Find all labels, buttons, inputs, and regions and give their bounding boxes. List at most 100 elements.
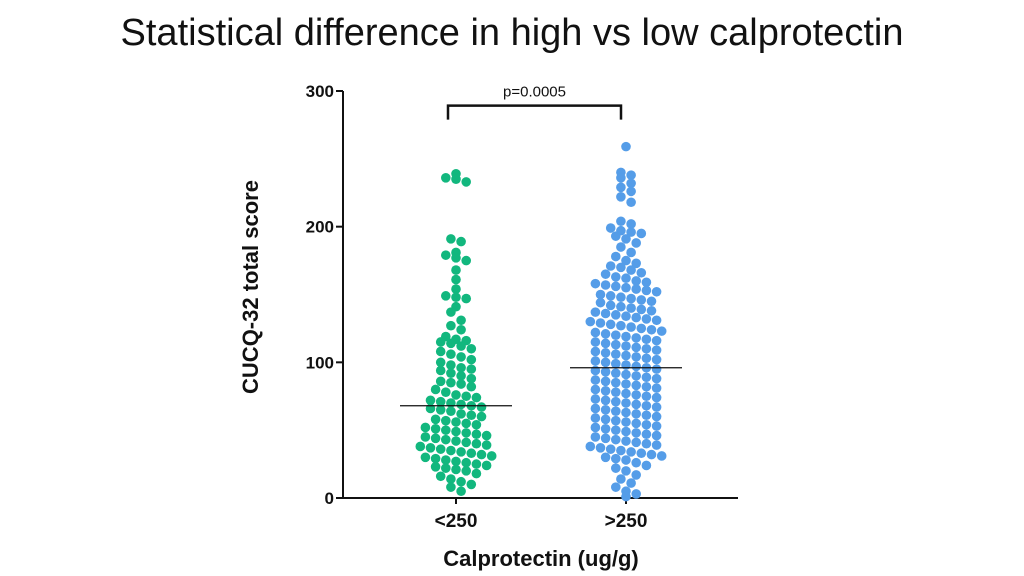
data-point [441, 425, 451, 435]
data-point [595, 318, 606, 328]
x-tick-label: >250 [605, 511, 648, 532]
data-point [441, 387, 451, 397]
data-point [626, 303, 636, 313]
y-tick-label: 100 [306, 353, 334, 372]
data-point [590, 413, 601, 423]
data-point [600, 395, 611, 406]
data-point [600, 433, 611, 444]
data-point [476, 402, 487, 412]
significance-bracket: p=0.0005 [446, 84, 623, 120]
data-point [651, 383, 662, 393]
data-point [636, 267, 647, 278]
data-point [626, 322, 636, 332]
data-point [641, 314, 652, 324]
data-point [636, 295, 647, 305]
data-point [631, 361, 641, 372]
data-point [451, 274, 461, 285]
data-point [451, 292, 461, 303]
data-point [651, 335, 662, 346]
data-point [621, 341, 631, 351]
data-point [590, 403, 601, 414]
data-point [456, 362, 466, 373]
data-point [446, 234, 456, 244]
data-point [600, 386, 611, 396]
data-point [441, 434, 451, 445]
data-point [651, 392, 662, 403]
data-point [631, 399, 641, 410]
data-point [420, 452, 431, 463]
data-point [631, 284, 641, 294]
data-point [456, 399, 466, 410]
data-point [600, 269, 611, 279]
data-point [611, 453, 621, 464]
data-point [446, 307, 456, 317]
data-point [611, 482, 621, 492]
data-point [626, 197, 636, 208]
data-point [441, 463, 451, 473]
data-point [446, 406, 456, 416]
data-point [626, 265, 636, 275]
data-point [430, 453, 441, 464]
data-point [631, 276, 641, 286]
data-point [456, 341, 466, 351]
data-point [641, 277, 652, 288]
data-point [611, 415, 621, 426]
data-point [430, 414, 441, 425]
data-point [451, 265, 461, 275]
data-point [481, 430, 492, 441]
data-point [651, 364, 662, 374]
data-point [590, 422, 601, 433]
data-point [451, 436, 461, 446]
data-point [590, 346, 601, 357]
data-point [605, 300, 616, 311]
data-point [641, 353, 652, 364]
data-point [621, 273, 631, 284]
data-point [616, 292, 626, 303]
data-point [456, 352, 466, 362]
bracket-line [446, 104, 623, 120]
data-point [461, 418, 472, 429]
data-point [446, 360, 456, 370]
data-point [435, 396, 446, 407]
data-point [651, 345, 662, 355]
median-lines [400, 367, 682, 407]
data-point [621, 436, 631, 446]
data-point [466, 410, 477, 421]
data-point [631, 342, 641, 353]
y-tick-label: 300 [306, 82, 334, 101]
data-point [616, 242, 626, 252]
data-point [471, 438, 482, 449]
data-point [461, 255, 472, 266]
data-point [585, 316, 596, 327]
data-point [621, 234, 631, 244]
data-point [621, 255, 631, 266]
data-point [590, 356, 601, 366]
data-point [471, 392, 482, 403]
data-point [651, 402, 662, 412]
data-point [611, 463, 621, 473]
data-point [621, 311, 631, 322]
data-point [626, 170, 636, 180]
data-point [476, 411, 487, 422]
data-point [611, 368, 621, 378]
data-point [456, 371, 466, 381]
data-point [590, 278, 601, 289]
data-point [451, 426, 461, 437]
data-point [621, 407, 631, 418]
data-point [621, 388, 631, 399]
data-point [430, 384, 441, 395]
data-point [641, 410, 652, 421]
data-point [466, 381, 477, 392]
data-point [616, 192, 626, 202]
data-point [651, 286, 662, 297]
data-point [646, 449, 657, 460]
data-point [631, 428, 641, 438]
data-point [626, 178, 636, 189]
data-point [600, 280, 611, 290]
data-point [621, 491, 631, 502]
data-point [616, 474, 626, 484]
data-point [616, 320, 626, 331]
data-point [636, 228, 647, 239]
p-value-label: p=0.0005 [503, 84, 566, 101]
data-point [626, 447, 636, 457]
